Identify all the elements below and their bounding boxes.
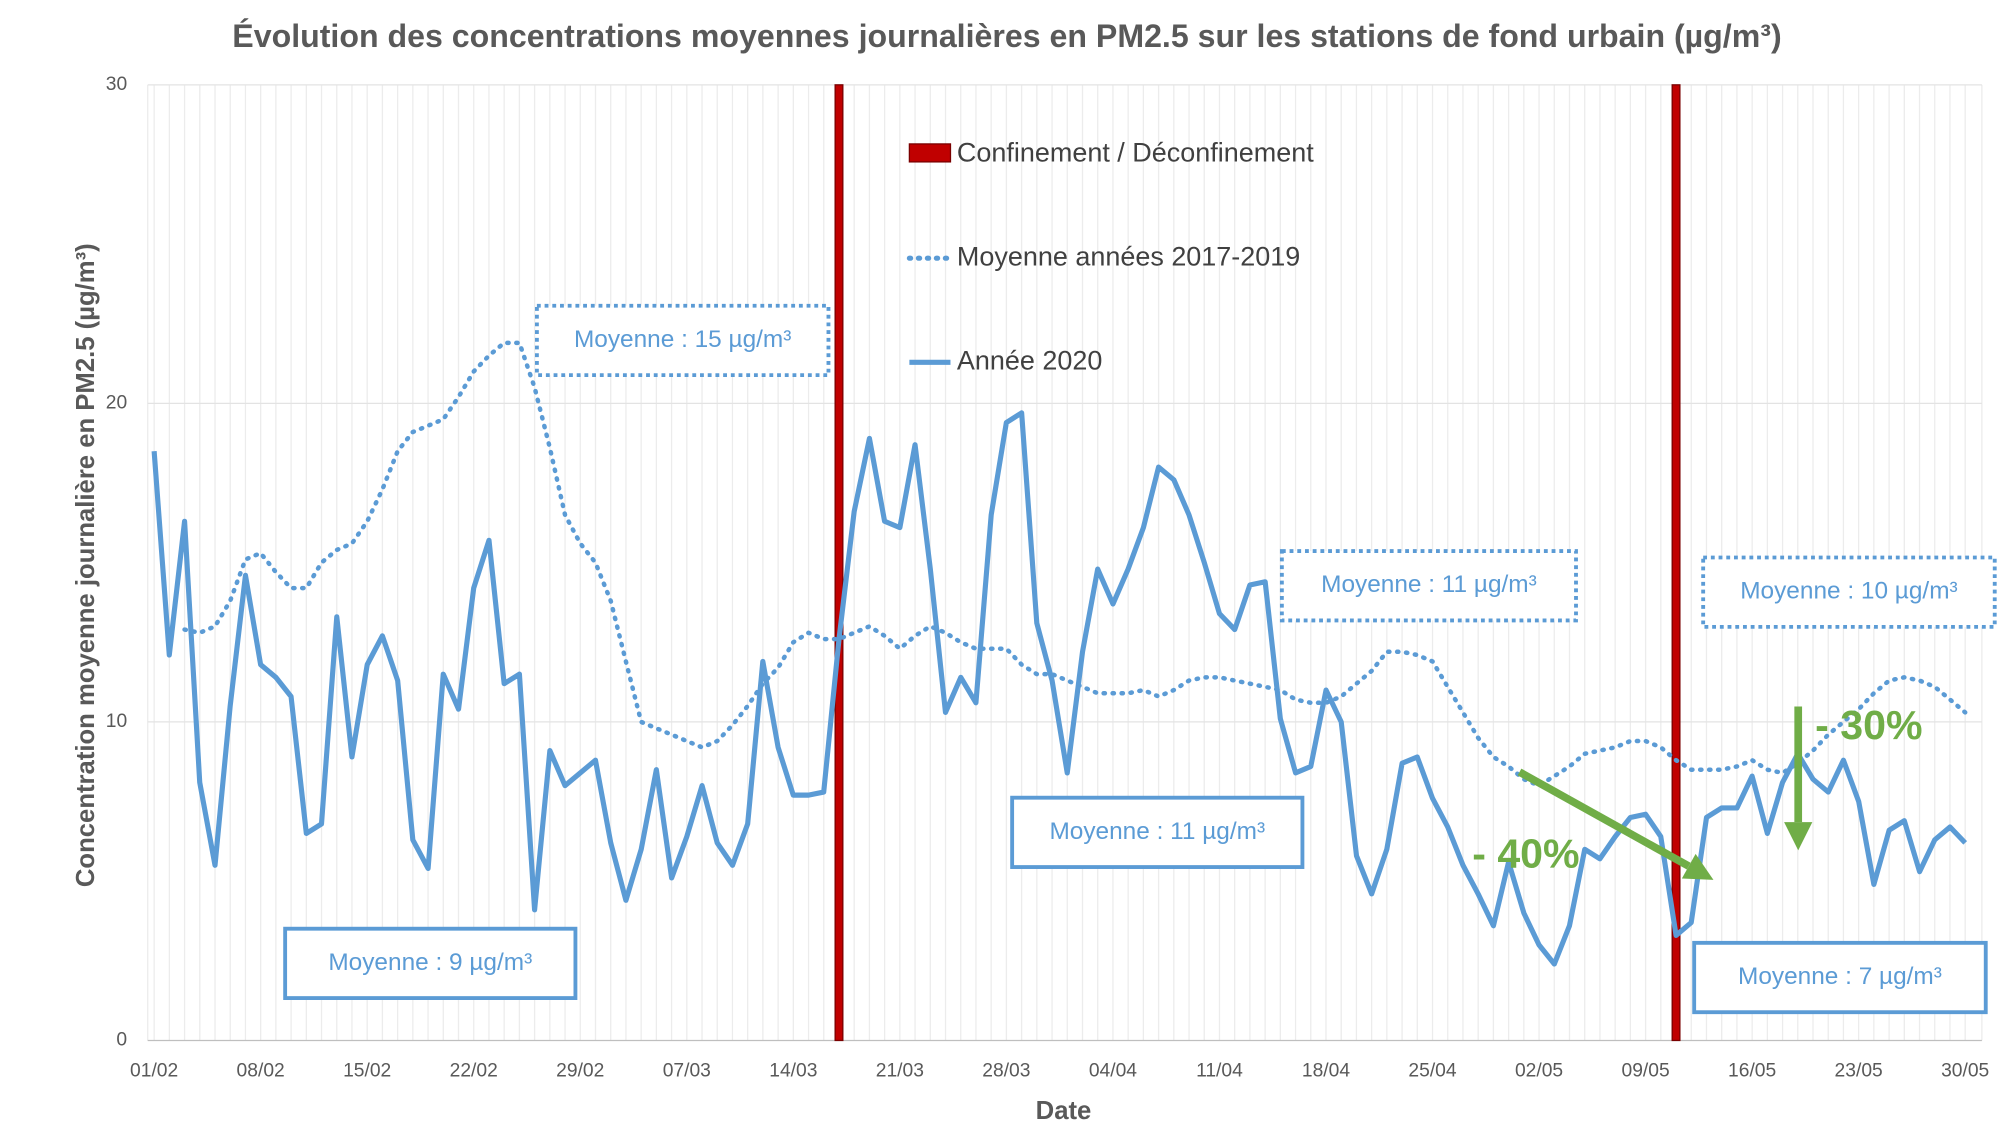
x-axis-label: Date xyxy=(1036,1097,1092,1125)
x-tick-label: 04/04 xyxy=(1089,1060,1137,1081)
x-tick-label: 29/02 xyxy=(556,1060,604,1081)
arrow-head xyxy=(1681,853,1714,880)
arrow-head xyxy=(1784,822,1813,851)
y-tick-label: 10 xyxy=(106,711,127,732)
y-tick-label: 30 xyxy=(106,74,127,95)
x-tick-label: 02/05 xyxy=(1515,1060,1563,1081)
annotation-text: Moyenne : 11 µg/m³ xyxy=(1049,818,1265,845)
annotation-box xyxy=(1692,940,1988,1015)
annotation-text: Moyenne : 7 µg/m³ xyxy=(1738,963,1942,990)
x-tick-label: 30/05 xyxy=(1941,1060,1989,1081)
x-tick-label: 07/03 xyxy=(663,1060,711,1081)
series-line xyxy=(151,410,1968,967)
x-tick-label: 21/03 xyxy=(876,1060,924,1081)
annotation-box xyxy=(534,303,831,378)
annotation-box xyxy=(1279,549,1578,623)
x-tick-label: 14/03 xyxy=(769,1060,817,1081)
y-tick-label: 0 xyxy=(116,1030,127,1051)
x-tick-label: 15/02 xyxy=(343,1060,391,1081)
x-tick-label: 08/02 xyxy=(237,1060,285,1081)
legend-label: Année 2020 xyxy=(957,345,1102,375)
x-tick-label: 28/03 xyxy=(982,1060,1030,1081)
annotation-text: - 30% xyxy=(1815,702,1922,748)
chart-title: Évolution des concentrations moyennes jo… xyxy=(232,18,1781,54)
annotation-text: Moyenne : 10 µg/m³ xyxy=(1740,578,1957,605)
x-tick-label: 23/05 xyxy=(1835,1060,1883,1081)
annotation-text: Moyenne : 15 µg/m³ xyxy=(574,326,791,353)
y-tick-label: 20 xyxy=(106,392,127,413)
y-axis-label: Concentration moyenne journalière en PM2… xyxy=(72,243,100,887)
arrow xyxy=(1517,768,1691,870)
x-tick-label: 11/04 xyxy=(1196,1060,1243,1081)
x-tick-label: 16/05 xyxy=(1728,1060,1776,1081)
x-tick-label: 01/02 xyxy=(130,1060,178,1081)
x-tick-label: 25/04 xyxy=(1408,1060,1456,1081)
annotation-box xyxy=(1701,555,1997,629)
x-tick-label: 18/04 xyxy=(1302,1060,1350,1081)
legend-label: Confinement / Déconfinement xyxy=(957,137,1314,167)
annotation-text: - 40% xyxy=(1472,831,1579,877)
annotation-box xyxy=(283,926,578,1000)
x-tick-label: 22/02 xyxy=(450,1060,498,1081)
event-line xyxy=(834,84,844,1042)
annotation-box xyxy=(1010,795,1305,869)
legend-label: Moyenne années 2017-2019 xyxy=(957,241,1300,271)
annotation-text: Moyenne : 11 µg/m³ xyxy=(1321,571,1537,598)
x-tick-label: 09/05 xyxy=(1621,1060,1669,1081)
event-line xyxy=(1671,84,1681,1042)
series-line xyxy=(182,340,1968,788)
legend-swatch xyxy=(908,143,952,163)
annotation-text: Moyenne : 9 µg/m³ xyxy=(328,949,532,976)
